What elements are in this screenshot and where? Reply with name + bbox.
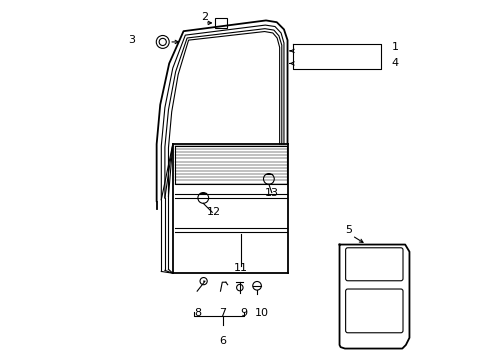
- Text: 10: 10: [254, 308, 268, 318]
- Text: 7: 7: [219, 308, 226, 318]
- Text: 9: 9: [240, 308, 246, 318]
- Text: 8: 8: [194, 308, 201, 318]
- Bar: [215, 18, 226, 27]
- Text: 5: 5: [345, 225, 351, 235]
- Text: 11: 11: [233, 263, 247, 273]
- Text: 13: 13: [264, 188, 278, 198]
- Text: 2: 2: [201, 12, 208, 22]
- Text: 1: 1: [391, 42, 398, 52]
- Text: 6: 6: [219, 336, 226, 346]
- Text: 4: 4: [391, 58, 398, 68]
- Text: 12: 12: [206, 207, 221, 217]
- Text: 3: 3: [128, 35, 135, 45]
